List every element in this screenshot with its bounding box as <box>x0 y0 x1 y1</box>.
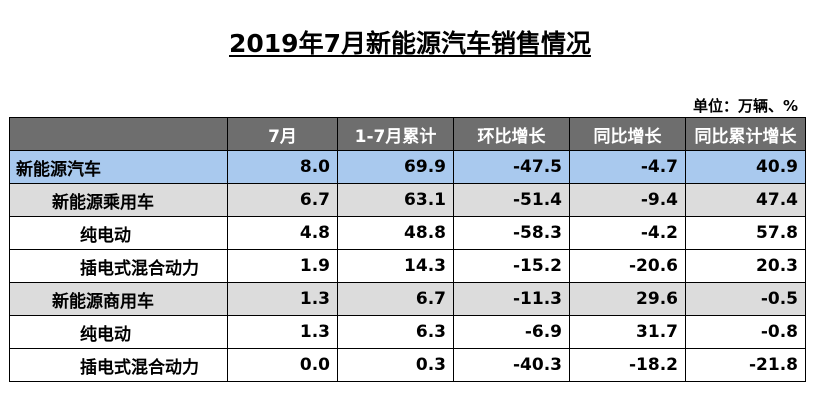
row-label: 新能源乘用车 <box>9 183 228 217</box>
yoy-growth-value: 29.6 <box>569 282 686 316</box>
table-row: 纯电动 1.3 6.3 -6.9 31.7 -0.8 <box>9 315 806 349</box>
table-body: 新能源汽车 8.0 69.9 -47.5 -4.7 40.9 新能源乘用车 6.7 63.1 -5… <box>9 150 806 382</box>
july-value: 1.9 <box>227 249 338 283</box>
yoy-cumulative-value: -0.5 <box>685 282 806 316</box>
row-label: 纯电动 <box>9 315 228 349</box>
yoy-growth-value: -4.7 <box>569 150 686 184</box>
header-july: 7月 <box>227 117 338 151</box>
cumulative-value: 48.8 <box>337 216 454 250</box>
cumulative-value: 0.3 <box>337 348 454 382</box>
july-value: 6.7 <box>227 183 338 217</box>
sales-table: 7月 1-7月累计 环比增长 同比增长 同比累计增长 新能源汽车 8.0 69.9-… <box>9 117 806 382</box>
cumulative-value: 6.7 <box>337 282 454 316</box>
mom-growth-value: -6.9 <box>453 315 570 349</box>
mom-growth-value: -11.3 <box>453 282 570 316</box>
mom-growth-value: -51.4 <box>453 183 570 217</box>
mom-growth-value: -40.3 <box>453 348 570 382</box>
header-jan-jul-cumulative: 1-7月累计 <box>337 117 454 151</box>
title-text: 2019年7月新能源汽车销售情况 <box>229 29 591 58</box>
table-row: 新能源乘用车 6.7 63.1 -51.4 -9.4 47.4 <box>9 183 806 217</box>
cumulative-value: 69.9 <box>337 150 454 184</box>
july-value: 0.0 <box>227 348 338 382</box>
row-label: 插电式混合动力 <box>9 348 228 382</box>
july-value: 8.0 <box>227 150 338 184</box>
unit-label: 单位：万辆、% <box>692 97 798 115</box>
yoy-cumulative-value: -0.8 <box>685 315 806 349</box>
july-value: 1.3 <box>227 282 338 316</box>
table-header-row: 7月 1-7月累计 环比增长 同比增长 同比累计增长 <box>9 117 806 151</box>
header-yoy-growth: 同比增长 <box>569 117 686 151</box>
table-row: 新能源汽车 8.0 69.9 -47.5 -4.7 40.9 <box>9 150 806 184</box>
yoy-growth-value: 31.7 <box>569 315 686 349</box>
july-value: 4.8 <box>227 216 338 250</box>
yoy-cumulative-value: 40.9 <box>685 150 806 184</box>
mom-growth-value: -58.3 <box>453 216 570 250</box>
table-row: 插电式混合动力 1.9 14.3 -15.2 -20.6 20.3 <box>9 249 806 283</box>
yoy-growth-value: -18.2 <box>569 348 686 382</box>
mom-growth-value: -15.2 <box>453 249 570 283</box>
table-row: 插电式混合动力 0.0 0.3 -40.3 -18.2 -21.8 <box>9 348 806 382</box>
yoy-growth-value: -9.4 <box>569 183 686 217</box>
row-label: 插电式混合动力 <box>9 249 228 283</box>
row-label: 纯电动 <box>9 216 228 250</box>
header-mom-growth: 环比增长 <box>453 117 570 151</box>
yoy-cumulative-value: -21.8 <box>685 348 806 382</box>
row-label: 新能源汽车 <box>9 150 228 184</box>
row-label: 新能源商用车 <box>9 282 228 316</box>
yoy-cumulative-value: 20.3 <box>685 249 806 283</box>
header-category <box>9 117 228 151</box>
july-value: 1.3 <box>227 315 338 349</box>
page-title: 2019年7月新能源汽车销售情况 <box>0 24 820 60</box>
cumulative-value: 63.1 <box>337 183 454 217</box>
yoy-growth-value: -20.6 <box>569 249 686 283</box>
mom-growth-value: -47.5 <box>453 150 570 184</box>
yoy-cumulative-value: 57.8 <box>685 216 806 250</box>
header-yoy-cumulative-growth: 同比累计增长 <box>685 117 806 151</box>
cumulative-value: 6.3 <box>337 315 454 349</box>
table-row: 新能源商用车 1.3 6.7 -11.3 29.6 -0.5 <box>9 282 806 316</box>
cumulative-value: 14.3 <box>337 249 454 283</box>
yoy-cumulative-value: 47.4 <box>685 183 806 217</box>
yoy-growth-value: -4.2 <box>569 216 686 250</box>
table-row: 纯电动 4.8 48.8 -58.3 -4.2 57.8 <box>9 216 806 250</box>
